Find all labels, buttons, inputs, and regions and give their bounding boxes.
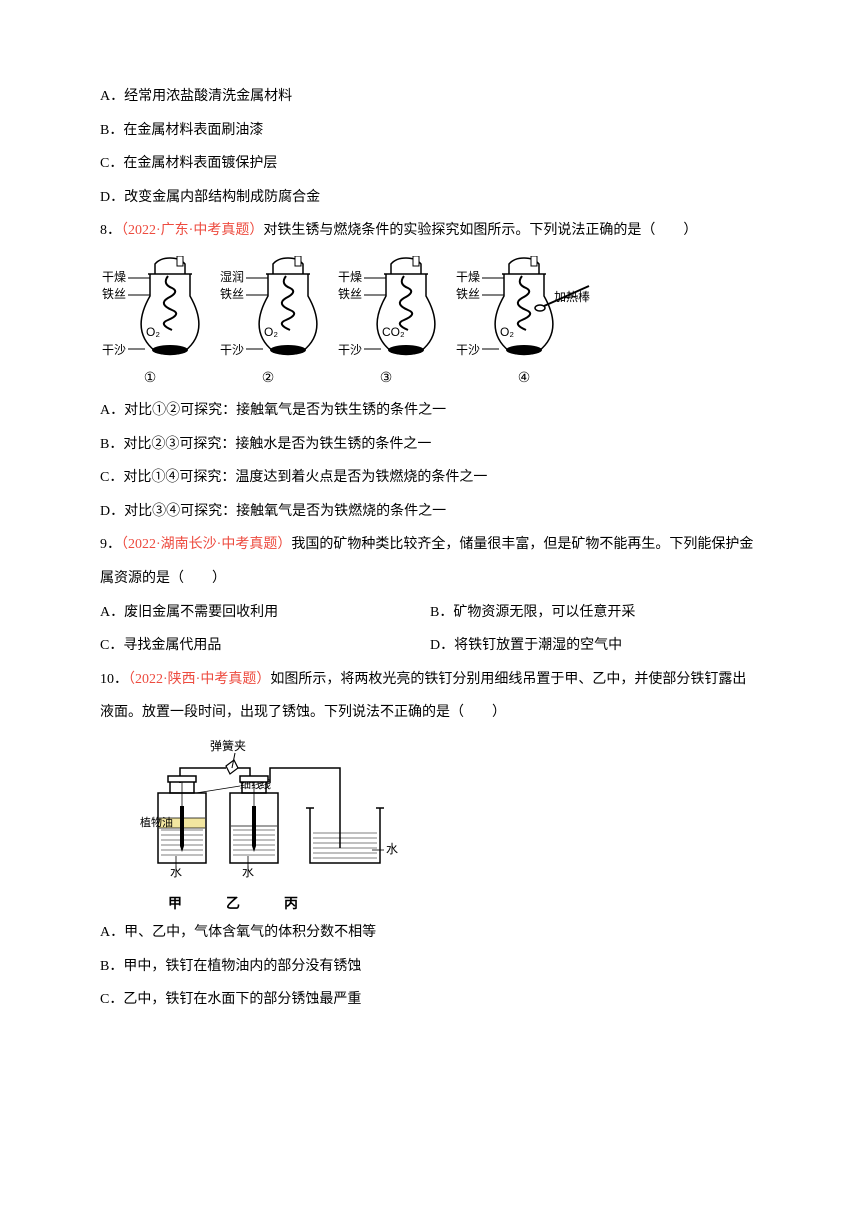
q9-prefix: 9． bbox=[100, 537, 121, 552]
q10-bottle-labels: 甲乙丙 bbox=[168, 898, 760, 912]
q9-stem-line2: 属资源的是（ ） bbox=[100, 562, 760, 596]
q10-stem-line1: 10．（2022·陕西·中考真题）如图所示，将两枚光亮的铁钉分别用细线吊置于甲、… bbox=[100, 663, 760, 697]
svg-text:湿润: 湿润 bbox=[220, 269, 244, 284]
q8-option-c: C．对比①④可探究：温度达到着火点是否为铁燃烧的条件之一 bbox=[100, 461, 760, 495]
flask-4: 干燥铁丝干沙O₂加热棒④ bbox=[454, 256, 594, 386]
q10-option-a: A．甲、乙中，气体含氧气的体积分数不相等 bbox=[100, 916, 760, 950]
q10-svg: 弹簧夹细线线植物油水水水 bbox=[140, 738, 410, 888]
q10-source: （2022·陕西·中考真题） bbox=[128, 672, 270, 687]
svg-text:水: 水 bbox=[386, 842, 398, 856]
q10-stem-line2: 液面。放置一段时间，出现了锈蚀。下列说法不正确的是（ ） bbox=[100, 696, 760, 730]
q10-diagram: 弹簧夹细线线植物油水水水 甲乙丙 bbox=[140, 738, 760, 912]
q8-option-d: D．对比③④可探究：接触氧气是否为铁燃烧的条件之一 bbox=[100, 495, 760, 529]
q10-prefix: 10． bbox=[100, 672, 128, 687]
q8-option-a: A．对比①②可探究：接触氧气是否为铁生锈的条件之一 bbox=[100, 394, 760, 428]
q7-option-c: C．在金属材料表面镀保护层 bbox=[100, 147, 760, 181]
q9-stem-line1: 9．（2022·湖南长沙·中考真题）我国的矿物种类比较齐全，储量很丰富，但是矿物… bbox=[100, 528, 760, 562]
flask-3: 干燥铁丝干沙 CO₂ ③ bbox=[336, 256, 436, 386]
q8-diagram: 干燥铁丝干沙O₂①湿润铁丝干沙O₂②干燥铁丝干沙CO₂③干燥铁丝干沙O₂加热棒④ bbox=[100, 256, 760, 386]
svg-text:O₂: O₂ bbox=[264, 325, 278, 339]
svg-text:水: 水 bbox=[242, 865, 254, 879]
q10-option-c: C．乙中，铁钉在水面下的部分锈蚀最严重 bbox=[100, 983, 760, 1017]
svg-text:铁丝: 铁丝 bbox=[102, 287, 126, 301]
q8-option-b: B．对比②③可探究：接触水是否为铁生锈的条件之一 bbox=[100, 428, 760, 462]
q8-source: （2022·广东·中考真题） bbox=[121, 223, 263, 238]
svg-text:植物油: 植物油 bbox=[140, 815, 173, 829]
q9-option-b: B．矿物资源无限，可以任意开采 bbox=[430, 596, 760, 630]
svg-text:干沙: 干沙 bbox=[456, 343, 480, 357]
svg-text:干沙: 干沙 bbox=[338, 343, 362, 357]
flask-1: 干燥铁丝干沙 O₂ ① bbox=[100, 256, 200, 386]
q9-options-row1: A．废旧金属不需要回收利用 B．矿物资源无限，可以任意开采 bbox=[100, 596, 760, 630]
svg-text:水: 水 bbox=[170, 865, 182, 879]
q8-stem: 8．（2022·广东·中考真题）对铁生锈与燃烧条件的实验探究如图所示。下列说法正… bbox=[100, 214, 760, 248]
flask-number: ④ bbox=[518, 372, 531, 386]
svg-text:O₂: O₂ bbox=[500, 325, 514, 339]
q8-prefix: 8． bbox=[100, 223, 121, 238]
bottle-label: 乙 bbox=[226, 898, 240, 912]
svg-text:干燥: 干燥 bbox=[456, 270, 480, 284]
svg-text:干沙: 干沙 bbox=[220, 343, 244, 357]
flask-number: ① bbox=[144, 372, 157, 386]
q9-option-a: A．废旧金属不需要回收利用 bbox=[100, 596, 430, 630]
bottle-label: 甲 bbox=[168, 898, 182, 912]
q10-text1: 如图所示，将两枚光亮的铁钉分别用细线吊置于甲、乙中，并使部分铁钉露出 bbox=[270, 672, 746, 687]
svg-text:干燥: 干燥 bbox=[102, 270, 126, 284]
q10-option-b: B．甲中，铁钉在植物油内的部分没有锈蚀 bbox=[100, 950, 760, 984]
q8-text: 对铁生锈与燃烧条件的实验探究如图所示。下列说法正确的是（ ） bbox=[263, 223, 697, 238]
q7-option-b: B．在金属材料表面刷油漆 bbox=[100, 114, 760, 148]
svg-text:铁丝: 铁丝 bbox=[220, 287, 244, 301]
flask-number: ② bbox=[262, 372, 275, 386]
svg-text:铁丝: 铁丝 bbox=[456, 287, 480, 301]
q9-options-row2: C．寻找金属代用品 D．将铁钉放置于潮湿的空气中 bbox=[100, 629, 760, 663]
q7-option-a: A．经常用浓盐酸清洗金属材料 bbox=[100, 80, 760, 114]
svg-text:干燥: 干燥 bbox=[338, 270, 362, 284]
svg-text:弹簧夹: 弹簧夹 bbox=[210, 738, 246, 753]
q9-source: （2022·湖南长沙·中考真题） bbox=[121, 537, 291, 552]
q7-option-d: D．改变金属内部结构制成防腐合金 bbox=[100, 181, 760, 215]
q9-option-c: C．寻找金属代用品 bbox=[100, 629, 430, 663]
svg-text:铁丝: 铁丝 bbox=[338, 287, 362, 301]
q9-option-d: D．将铁钉放置于潮湿的空气中 bbox=[430, 629, 760, 663]
bottle-label: 丙 bbox=[284, 898, 298, 912]
svg-text:O₂: O₂ bbox=[146, 325, 160, 339]
flask-2: 湿润铁丝干沙 O₂ ② bbox=[218, 256, 318, 386]
q9-text1: 我国的矿物种类比较齐全，储量很丰富，但是矿物不能再生。下列能保护金 bbox=[291, 537, 753, 552]
flask-number: ③ bbox=[380, 372, 393, 386]
svg-text:CO₂: CO₂ bbox=[382, 325, 405, 339]
svg-text:干沙: 干沙 bbox=[102, 343, 126, 357]
